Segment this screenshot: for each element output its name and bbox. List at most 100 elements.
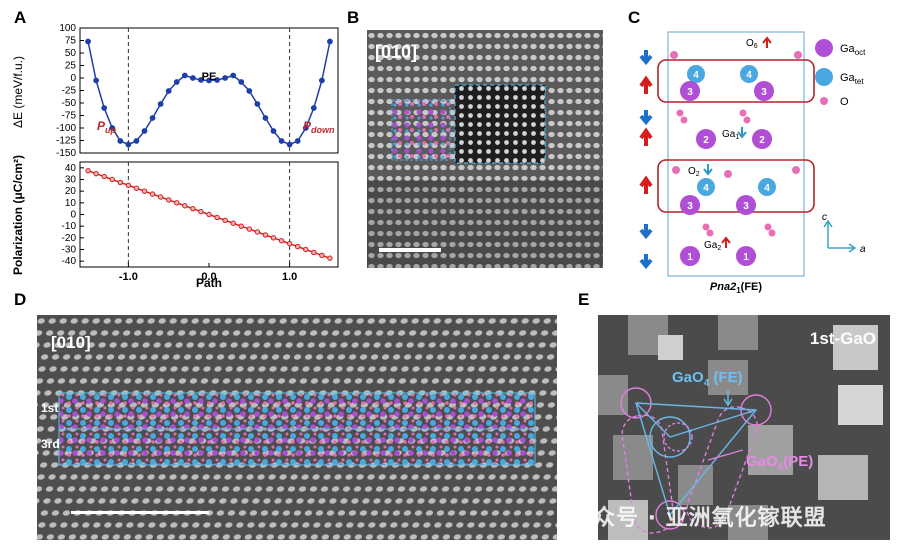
path-xlabel: Path (196, 276, 222, 290)
ytick-label: 20 (65, 186, 77, 197)
xtick-label: 0.0 (201, 271, 216, 283)
data-point (246, 226, 253, 232)
data-point (302, 125, 309, 131)
zone-axis-label-b: [010] (375, 42, 418, 62)
o2-label: O2 (688, 166, 700, 178)
ytick-label: 50 (65, 48, 77, 59)
ytick-label: -40 (62, 256, 77, 267)
data-point (141, 188, 148, 194)
pe-annotation: PE (202, 71, 217, 83)
ytick-label: -125 (56, 136, 76, 147)
gao4-label: GaO4 (FE) (672, 369, 743, 389)
panel-label-e: E (578, 290, 590, 309)
svg-text:1: 1 (743, 252, 749, 263)
data-point (173, 79, 180, 85)
data-point (85, 168, 91, 174)
panel-label-c: C (628, 8, 641, 27)
svg-text:3: 3 (743, 201, 749, 212)
row-label-1st: 1st (41, 401, 59, 415)
ga-oct-atom (754, 81, 774, 101)
scale-bar-d (71, 511, 209, 514)
data-point (157, 101, 164, 107)
scale-bar (379, 248, 441, 252)
xtick-label: 1.0 (282, 271, 297, 283)
svg-text:4: 4 (746, 70, 752, 81)
data-point (109, 125, 116, 131)
structure-legend: Gaoct Gatet O (815, 39, 866, 108)
svg-text:3: 3 (761, 87, 767, 98)
data-point (262, 115, 269, 121)
panel-label-a: A (14, 8, 27, 27)
ytick-label: -75 (62, 111, 77, 122)
ytick-label: -150 (56, 148, 76, 159)
data-point (149, 191, 156, 197)
data-point (319, 252, 325, 259)
data-point (133, 185, 140, 191)
data-point (101, 173, 107, 180)
ytick-label: 100 (59, 23, 76, 34)
atoms (670, 51, 802, 266)
data-point (117, 179, 124, 186)
ytick-label: -25 (62, 86, 77, 97)
data-point (93, 170, 99, 177)
data-point (294, 243, 301, 250)
data-point (109, 176, 115, 183)
hrtem-image-e: 1st-GaO GaO4 (FE) GaO6(PE) (598, 315, 890, 540)
panel-e-title: 1st-GaO (809, 329, 876, 348)
data-point (85, 38, 91, 45)
ytick-label: -20 (62, 233, 77, 244)
data-point (230, 220, 236, 226)
polarization-ylabel: Polarization (μC/cm²) (11, 155, 25, 275)
ytick-label: 75 (65, 36, 77, 47)
data-point (318, 77, 325, 84)
svg-text:a: a (860, 244, 866, 255)
hrtem-image-d: [010] 1st 3rd (37, 315, 557, 540)
layer-box-top (657, 59, 815, 103)
ytick-label: 30 (65, 175, 77, 186)
legend-o-icon (820, 97, 828, 105)
hrtem-lattice-d (37, 315, 557, 540)
ytick-label: 40 (65, 163, 77, 174)
hrtem-image-b: [010] (367, 30, 603, 268)
data-point (238, 79, 245, 85)
data-point (222, 217, 228, 224)
svg-text:Gatet: Gatet (840, 72, 864, 86)
pup-annotation: Pup (97, 119, 117, 135)
data-point (190, 205, 196, 212)
data-point (238, 223, 244, 229)
legend-ga-oct-icon (815, 39, 833, 57)
energy-plot-frame (79, 27, 339, 154)
ga-tet-atom (740, 65, 758, 83)
data-point (117, 138, 124, 144)
svg-text:Gaoct: Gaoct (840, 43, 866, 57)
data-point (254, 229, 261, 235)
data-point (125, 141, 132, 148)
svg-text:4: 4 (703, 183, 709, 194)
data-point (198, 77, 204, 83)
data-point (270, 235, 277, 241)
data-point (294, 138, 301, 144)
crystal-structure-c: 4 4 3 3 2 2 4 4 3 3 1 1 O6 Ga1 O2 Ga2 Ga… (639, 31, 866, 295)
data-point (278, 238, 285, 244)
data-point (222, 75, 229, 81)
panel-label-d: D (14, 290, 27, 309)
zoom-box (454, 84, 546, 164)
polarization-arrows (639, 50, 653, 270)
atom-overlay (392, 100, 450, 160)
data-point (141, 128, 148, 134)
ga2-label: Ga2 (704, 240, 721, 252)
data-point (101, 105, 108, 111)
data-point (254, 101, 261, 107)
data-point (125, 182, 132, 189)
svg-text:3: 3 (687, 201, 693, 212)
pdown-annotation: Pdown (303, 119, 335, 135)
data-point (206, 211, 212, 218)
data-point (303, 246, 309, 253)
data-point (214, 77, 220, 83)
svg-text:O: O (840, 96, 849, 108)
unit-cell (667, 31, 805, 277)
axis-indicator: c a (822, 212, 866, 255)
ytick-label: 25 (65, 61, 77, 72)
energy-ylabel: ΔE (meV/f.u.) (11, 56, 25, 128)
